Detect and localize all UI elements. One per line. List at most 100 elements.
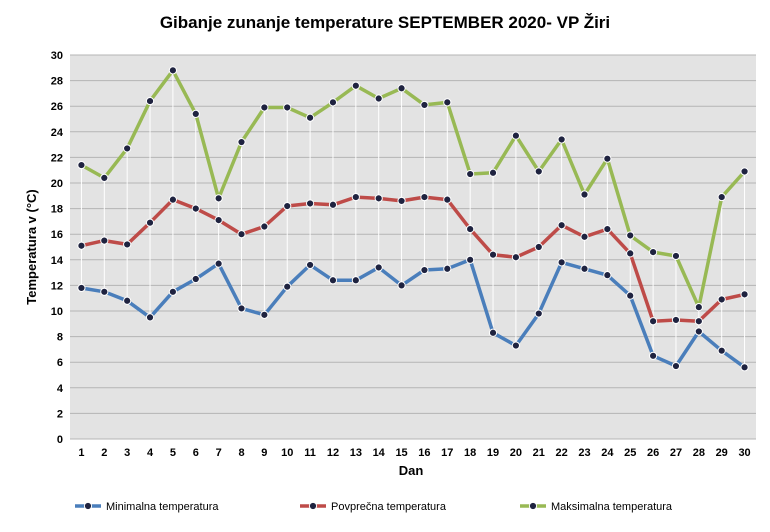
data-point: [374, 194, 383, 203]
data-point: [191, 204, 200, 213]
y-tick-label: 14: [51, 255, 64, 267]
data-point: [374, 94, 383, 103]
data-point: [77, 241, 86, 250]
data-point: [145, 313, 155, 322]
data-point: [168, 195, 177, 204]
data-point: [168, 66, 177, 75]
x-tick-label: 29: [716, 447, 728, 459]
y-tick-label: 28: [51, 76, 63, 88]
data-point: [671, 315, 681, 325]
x-tick-label: 23: [578, 447, 590, 459]
data-point: [603, 224, 612, 234]
data-point: [511, 253, 521, 262]
x-tick-label: 24: [601, 447, 614, 459]
series-line-0: [81, 258, 746, 369]
legend: Minimalna temperatura Povprečna temperatu…: [75, 501, 673, 513]
data-point: [603, 154, 612, 163]
data-point: [397, 196, 406, 206]
x-tick-label: 22: [556, 447, 568, 459]
legend-swatch-marker: [83, 501, 93, 511]
data-point: [374, 263, 383, 272]
data-point: [123, 240, 132, 249]
x-tick-label: 18: [464, 447, 476, 459]
data-point: [557, 258, 566, 267]
data-point: [466, 169, 475, 179]
x-tick-label: 25: [624, 447, 636, 459]
data-point: [214, 216, 223, 225]
gridlines: [70, 54, 756, 440]
data-point: [740, 363, 749, 372]
x-tick-label: 15: [395, 447, 407, 459]
x-tick-label: 6: [193, 447, 199, 459]
data-point: [466, 224, 475, 234]
data-point: [328, 276, 338, 285]
plot-area: [70, 55, 756, 439]
x-tick-label: 30: [738, 447, 750, 459]
y-tick-label: 8: [57, 332, 63, 344]
y-tick-label: 0: [57, 434, 63, 446]
y-tick-label: 20: [51, 178, 63, 190]
data-point: [488, 168, 498, 177]
data-point: [717, 192, 726, 202]
data-point: [306, 199, 315, 208]
y-axis-label: Temperatura v (°C): [24, 189, 39, 304]
data-point: [283, 201, 292, 211]
data-point: [283, 103, 292, 112]
legend-swatch-marker: [308, 501, 318, 511]
data-point: [237, 230, 246, 239]
data-point: [603, 271, 612, 280]
data-point: [694, 327, 703, 336]
x-tick-label: 10: [281, 447, 293, 459]
x-axis-ticks: 1 2 3 4 5 6 7 8 9 10 11 12 13 14 15 16 17 18 19 20 21 22 23 24 2…: [78, 447, 750, 459]
data-point: [488, 250, 498, 259]
data-point: [260, 310, 269, 319]
data-point: [420, 265, 429, 275]
y-tick-label: 10: [51, 306, 63, 318]
x-tick-label: 21: [533, 447, 545, 459]
y-tick-label: 22: [51, 152, 63, 164]
x-tick-label: 3: [124, 447, 130, 459]
data-point: [694, 317, 703, 326]
data-point: [328, 200, 338, 209]
x-tick-label: 19: [487, 447, 499, 459]
data-point: [283, 282, 292, 291]
data-point: [740, 167, 749, 176]
y-tick-label: 2: [57, 408, 63, 420]
data-point: [191, 274, 200, 284]
x-tick-label: 7: [216, 447, 222, 459]
data-point: [534, 242, 543, 252]
x-tick-label: 2: [101, 447, 107, 459]
y-tick-label: 30: [51, 50, 63, 62]
legend-label: Maksimalna temperatura: [551, 501, 673, 513]
x-axis-label: Dan: [399, 463, 424, 478]
y-tick-label: 6: [57, 357, 63, 369]
data-point: [100, 287, 109, 296]
data-point: [328, 98, 338, 107]
data-point: [466, 255, 475, 264]
data-point: [626, 291, 635, 300]
data-point: [237, 137, 246, 147]
data-point: [100, 173, 109, 182]
x-tick-label: 11: [304, 447, 316, 459]
data-point: [511, 131, 521, 140]
y-tick-label: 4: [57, 383, 64, 395]
data-point: [694, 303, 703, 312]
y-tick-label: 24: [51, 127, 64, 139]
x-tick-label: 14: [373, 447, 386, 459]
data-point: [191, 109, 200, 118]
data-point: [260, 103, 269, 112]
data-point: [626, 249, 635, 258]
x-tick-label: 27: [670, 447, 682, 459]
x-tick-label: 4: [147, 447, 154, 459]
drop-lines: [80, 70, 746, 368]
x-tick-label: 1: [78, 447, 84, 459]
data-point: [351, 276, 360, 285]
data-point: [488, 328, 498, 337]
data-point: [557, 221, 566, 230]
data-point: [123, 144, 132, 153]
data-point: [351, 192, 360, 202]
data-point: [397, 84, 406, 93]
chart-title: Gibanje zunanje temperature SEPTEMBER 20…: [160, 13, 610, 32]
